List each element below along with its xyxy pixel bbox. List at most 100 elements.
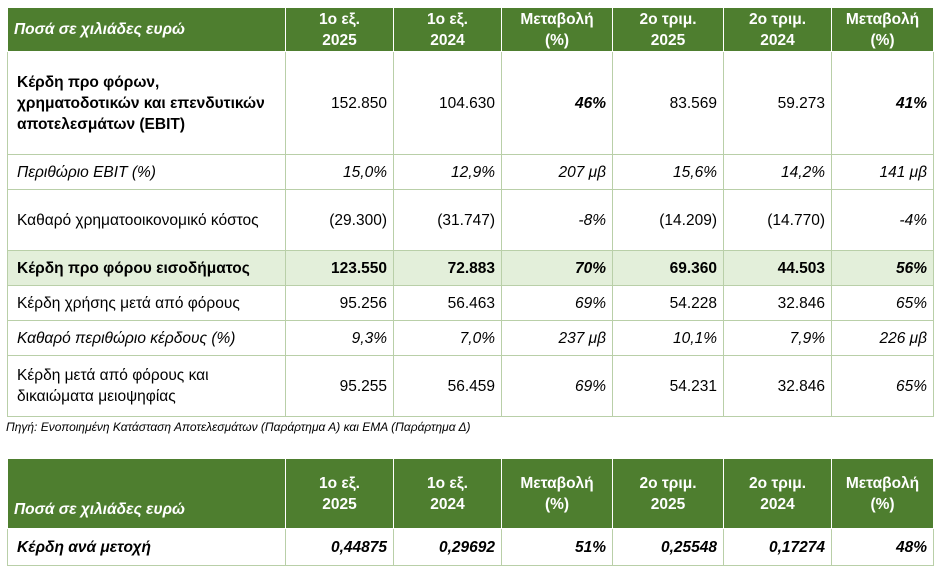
header-label-cell: Ποσά σε χιλιάδες ευρώ [7, 458, 286, 529]
header-q2-2024: 2ο τριμ. 2024 [723, 458, 832, 529]
header-line: 2024 [430, 495, 465, 513]
cell-value: (14.209) [612, 189, 724, 251]
header-line: Μεταβολή [845, 474, 920, 492]
header-line: 2ο τριμ. [749, 474, 806, 492]
cell-change: 70% [501, 250, 613, 286]
header-line: 2025 [322, 495, 357, 513]
row-label: Κέρδη χρήσης μετά από φόρους [7, 285, 286, 321]
header-line: 2ο τριμ. [639, 474, 697, 492]
row-label: Περιθώριο EBIT (%) [7, 154, 286, 190]
cell-change: -8% [501, 189, 613, 251]
cell-value: 123.550 [285, 250, 394, 286]
header-line: 2025 [650, 495, 686, 513]
cell-change: 226 μβ [831, 320, 934, 356]
cell-change: 69% [501, 355, 613, 417]
header-line: (%) [870, 31, 895, 49]
cell-value: (29.300) [285, 189, 394, 251]
cell-value: 7,0% [393, 320, 502, 356]
table-row-profit-after-tax: Κέρδη χρήσης μετά από φόρους 95.256 56.4… [7, 285, 934, 321]
header-h1-2024: 1ο εξ. 2024 [393, 458, 502, 529]
header-change-q2: Μεταβολή (%) [831, 458, 934, 529]
header-line: (%) [544, 31, 570, 49]
cell-value: 0,17274 [723, 528, 832, 566]
results-header-row: Ποσά σε χιλιάδες ευρώ 1ο εξ. 2025 1ο εξ. 2… [7, 7, 934, 52]
cell-value: 0,25548 [612, 528, 724, 566]
cell-value: 15,0% [285, 154, 394, 190]
header-line: 1ο εξ. [319, 10, 360, 28]
cell-change: 56% [831, 250, 934, 286]
row-label: Καθαρό χρηματοοικονομικό κόστος [7, 189, 286, 251]
cell-change: 65% [831, 355, 934, 417]
cell-value: 72.883 [393, 250, 502, 286]
table-row-net-finance-cost: Καθαρό χρηματοοικονομικό κόστος (29.300)… [7, 189, 934, 251]
header-h1-2025: 1ο εξ. 2025 [285, 7, 394, 52]
cell-value: (31.747) [393, 189, 502, 251]
cell-value: 54.231 [612, 355, 724, 417]
row-label: Καθαρό περιθώριο κέρδους (%) [7, 320, 286, 356]
cell-value: 9,3% [285, 320, 394, 356]
table-row-eps: Κέρδη ανά μετοχή 0,44875 0,29692 51% 0,2… [7, 528, 934, 566]
cell-change: 237 μβ [501, 320, 613, 356]
cell-value: 56.459 [393, 355, 502, 417]
header-line: Μεταβολή [845, 10, 920, 28]
header-h1-2025: 1ο εξ. 2025 [285, 458, 394, 529]
header-line: 2024 [430, 31, 465, 49]
table-row-profit-before-tax: Κέρδη προ φόρου εισοδήματος 123.550 72.8… [7, 250, 934, 286]
cell-value: 14,2% [723, 154, 832, 190]
header-line: (%) [870, 495, 895, 513]
row-label: Κέρδη προ φόρων, χρηματοδοτικών και επεν… [7, 51, 286, 155]
cell-value: 95.255 [285, 355, 394, 417]
cell-value: 59.273 [723, 51, 832, 155]
source-note: Πηγή: Ενοποιημένη Κατάσταση Αποτελεσμάτω… [6, 420, 471, 434]
header-line: Μεταβολή [520, 474, 594, 492]
eps-header-row: Ποσά σε χιλιάδες ευρώ 1ο εξ. 2025 1ο εξ. 2… [7, 458, 934, 529]
header-q2-2024: 2ο τριμ. 2024 [723, 7, 832, 52]
header-change-q2: Μεταβολή (%) [831, 7, 934, 52]
header-change-h1: Μεταβολή (%) [501, 458, 613, 529]
cell-value: 0,44875 [285, 528, 394, 566]
cell-value: 95.256 [285, 285, 394, 321]
cell-value: 12,9% [393, 154, 502, 190]
cell-value: 15,6% [612, 154, 724, 190]
header-line: 2025 [650, 31, 686, 49]
cell-value: 0,29692 [393, 528, 502, 566]
cell-change: 207 μβ [501, 154, 613, 190]
cell-value: 7,9% [723, 320, 832, 356]
header-line: 1ο εξ. [319, 474, 360, 492]
eps-table: Ποσά σε χιλιάδες ευρώ 1ο εξ. 2025 1ο εξ. 2… [7, 458, 934, 566]
cell-value: 32.846 [723, 355, 832, 417]
cell-change: 65% [831, 285, 934, 321]
header-change-h1: Μεταβολή (%) [501, 7, 613, 52]
row-label: Κέρδη μετά από φόρους και δικαιώματα μει… [7, 355, 286, 417]
header-q2-2025: 2ο τριμ. 2025 [612, 7, 724, 52]
table-row-ebit: Κέρδη προ φόρων, χρηματοδοτικών και επεν… [7, 51, 934, 155]
cell-change: 69% [501, 285, 613, 321]
cell-value: 44.503 [723, 250, 832, 286]
header-line: 2024 [760, 31, 795, 49]
header-line: 1ο εξ. [427, 474, 468, 492]
cell-value: 83.569 [612, 51, 724, 155]
results-table: Ποσά σε χιλιάδες ευρώ 1ο εξ. 2025 1ο εξ. 2… [7, 7, 934, 417]
cell-value: 54.228 [612, 285, 724, 321]
table-row-ebit-margin: Περιθώριο EBIT (%) 15,0% 12,9% 207 μβ 15… [7, 154, 934, 190]
row-label: Κέρδη προ φόρου εισοδήματος [7, 250, 286, 286]
cell-value: 152.850 [285, 51, 394, 155]
header-line: 1ο εξ. [427, 10, 468, 28]
header-line: 2024 [760, 495, 795, 513]
cell-value: 10,1% [612, 320, 724, 356]
cell-change: 51% [501, 528, 613, 566]
cell-change: 41% [831, 51, 934, 155]
cell-value: 56.463 [393, 285, 502, 321]
table-row-profit-after-minorities: Κέρδη μετά από φόρους και δικαιώματα μει… [7, 355, 934, 417]
cell-change: 46% [501, 51, 613, 155]
cell-change: 48% [831, 528, 934, 566]
cell-value: 32.846 [723, 285, 832, 321]
cell-change: 141 μβ [831, 154, 934, 190]
table-row-net-margin: Καθαρό περιθώριο κέρδους (%) 9,3% 7,0% 2… [7, 320, 934, 356]
row-label: Κέρδη ανά μετοχή [7, 528, 286, 566]
cell-change: -4% [831, 189, 934, 251]
header-line: (%) [544, 495, 570, 513]
header-line: 2ο τριμ. [639, 10, 697, 28]
header-line: 2ο τριμ. [749, 10, 806, 28]
cell-value: 69.360 [612, 250, 724, 286]
